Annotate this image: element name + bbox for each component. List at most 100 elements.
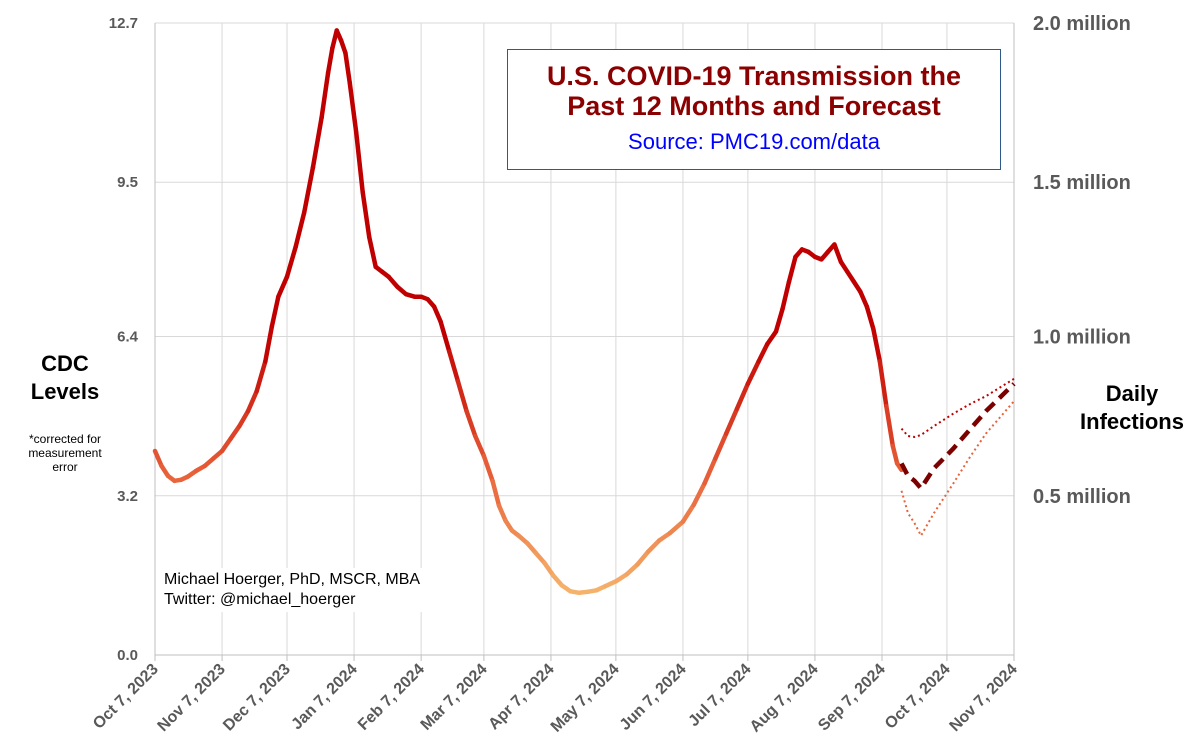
series-main-segment bbox=[877, 359, 889, 409]
series-main-segment bbox=[723, 406, 740, 436]
series-main-segment bbox=[431, 304, 443, 324]
series-dashed-forecast bbox=[899, 382, 1016, 493]
series-main-segment bbox=[464, 408, 478, 439]
series-main-segment bbox=[319, 70, 331, 120]
series-main-segment bbox=[455, 379, 469, 414]
series-main-segment bbox=[832, 242, 844, 265]
series-main-segment bbox=[343, 50, 352, 85]
y-right-tick-label: 2.0 million bbox=[1033, 13, 1131, 35]
left-axis-label: CDC Levels bbox=[10, 350, 120, 406]
author-credit: Michael Hoerger, PhD, MSCR, MBA Twitter:… bbox=[160, 568, 468, 612]
y-right-tick-label: 1.5 million bbox=[1033, 172, 1131, 194]
chart-title-line-1: U.S. COVID-19 Transmission the bbox=[546, 61, 962, 91]
series-main-segment bbox=[366, 234, 378, 270]
series-main-segment bbox=[276, 274, 290, 299]
series-main-segment bbox=[635, 549, 651, 567]
author-name: Michael Hoerger, PhD, MSCR, MBA bbox=[164, 571, 421, 588]
right-axis-label: Daily Infections bbox=[1068, 380, 1196, 436]
series-main-segment bbox=[890, 443, 900, 466]
right-axis-label-line-1: Daily bbox=[1105, 381, 1159, 406]
series-main-segment bbox=[786, 254, 798, 285]
series-main-segment bbox=[269, 294, 281, 329]
chart-title-line-2: Past 12 Months and Forecast bbox=[567, 91, 941, 121]
series-main-segment bbox=[646, 538, 662, 554]
series-dotted-upper bbox=[900, 377, 1015, 439]
x-tick-label: Jun 7, 2024 bbox=[617, 661, 690, 734]
series-main-segment bbox=[293, 209, 307, 250]
series-main-segment bbox=[447, 349, 461, 384]
left-axis-note-line-1: *corrected for bbox=[28, 432, 102, 446]
series-main-segment bbox=[263, 324, 275, 364]
series-main-segment bbox=[745, 359, 761, 387]
y-left-tick-label: 6.4 bbox=[117, 329, 139, 346]
series-main-segment bbox=[353, 130, 365, 195]
series-main-segment bbox=[302, 165, 316, 215]
series-main-segment bbox=[864, 304, 876, 332]
series-lines bbox=[152, 28, 1016, 596]
x-tick-label: Jul 7, 2024 bbox=[685, 661, 754, 730]
x-tick-label: Feb 7, 2024 bbox=[355, 661, 428, 734]
series-main-segment bbox=[734, 381, 751, 411]
series-main-segment bbox=[871, 326, 883, 364]
series-main-segment bbox=[360, 189, 372, 240]
y-right-tick-label: 1.0 million bbox=[1033, 327, 1131, 349]
series-main-segment bbox=[228, 423, 242, 441]
series-main-segment bbox=[472, 433, 487, 459]
series-main-segment bbox=[481, 453, 495, 484]
x-tick-label: Dec 7, 2023 bbox=[220, 661, 294, 735]
title-box: U.S. COVID-19 Transmission the Past 12 M… bbox=[507, 49, 1001, 170]
series-main-segment bbox=[490, 478, 502, 508]
x-tick-label: Mar 7, 2024 bbox=[418, 661, 491, 734]
series-main-segment bbox=[284, 244, 298, 280]
series-main-segment bbox=[325, 45, 335, 76]
y-left-tick-label: 3.2 bbox=[117, 488, 138, 505]
x-tick-label: Aug 7, 2024 bbox=[747, 661, 822, 736]
series-dotted-lower bbox=[900, 400, 1015, 538]
x-tick-label: Oct 7, 2024 bbox=[882, 661, 954, 733]
left-axis-note-line-3: error bbox=[52, 460, 78, 474]
series-main-segment bbox=[152, 448, 164, 469]
y-right-tick-label: 0.5 million bbox=[1033, 486, 1131, 508]
right-axis-label-line-2: Infections bbox=[1080, 409, 1184, 434]
series-main-segment bbox=[765, 329, 779, 347]
series-main-segment bbox=[773, 306, 785, 334]
series-main-segment bbox=[496, 503, 508, 523]
series-main-segment bbox=[219, 436, 233, 454]
x-tick-label: Jan 7, 2024 bbox=[288, 661, 360, 733]
chart-source: Source: PMC19.com/data bbox=[628, 129, 880, 154]
x-tick-label: May 7, 2024 bbox=[548, 661, 623, 736]
series-main-segment bbox=[756, 341, 770, 364]
x-tick-label: Sep 7, 2024 bbox=[815, 661, 889, 735]
series-main-segment bbox=[667, 519, 686, 536]
series-main-segment bbox=[691, 481, 707, 507]
series-main-segment bbox=[438, 319, 452, 354]
y-left-tick-label: 0.0 bbox=[117, 647, 138, 664]
left-axis-note: *corrected for measurement error bbox=[10, 432, 120, 474]
x-tick-label: Nov 7, 2024 bbox=[947, 661, 1021, 735]
x-tick-label: Apr 7, 2024 bbox=[485, 661, 557, 733]
series-main-segment bbox=[780, 279, 792, 312]
series-main-segment bbox=[624, 562, 640, 577]
left-axis-label-line-1: CDC bbox=[41, 351, 89, 376]
series-main-segment bbox=[713, 431, 729, 461]
series-main-segment bbox=[680, 502, 697, 524]
axes bbox=[154, 23, 1015, 661]
series-main-segment bbox=[858, 289, 870, 309]
left-axis-label-line-2: Levels bbox=[30, 379, 100, 404]
series-main-segment bbox=[254, 359, 268, 394]
series-main-segment bbox=[245, 389, 259, 414]
series-main-segment bbox=[894, 461, 904, 473]
y-left-tick-label: 12.7 bbox=[109, 15, 138, 32]
y-left-tick-label: 9.5 bbox=[117, 174, 138, 191]
x-tick-label: Nov 7, 2023 bbox=[155, 661, 229, 735]
author-twitter: Twitter: @michael_hoerger bbox=[164, 591, 356, 608]
series-main-segment bbox=[310, 115, 324, 170]
series-main-segment bbox=[237, 408, 251, 429]
series-main-segment bbox=[884, 403, 896, 449]
left-axis-note-line-2: measurement bbox=[28, 446, 102, 460]
series-main-segment bbox=[542, 560, 556, 578]
series-main-segment bbox=[347, 80, 359, 135]
series-main-segment bbox=[702, 456, 718, 486]
x-tick-label: Oct 7, 2023 bbox=[90, 661, 162, 733]
